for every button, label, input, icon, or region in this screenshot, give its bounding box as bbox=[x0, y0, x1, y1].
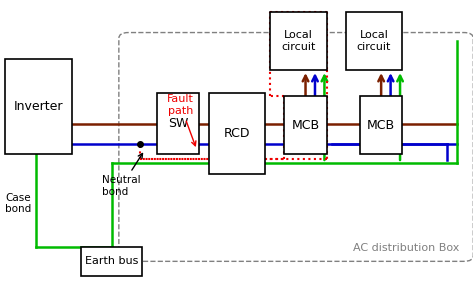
FancyBboxPatch shape bbox=[81, 247, 143, 276]
Text: MCB: MCB bbox=[292, 119, 319, 132]
FancyBboxPatch shape bbox=[270, 12, 327, 70]
Text: Inverter: Inverter bbox=[14, 100, 63, 113]
Text: Local
circuit: Local circuit bbox=[281, 31, 316, 52]
Text: Local
circuit: Local circuit bbox=[357, 31, 391, 52]
FancyBboxPatch shape bbox=[346, 12, 402, 70]
Text: Fault
path: Fault path bbox=[167, 94, 196, 146]
Text: SW: SW bbox=[168, 117, 188, 130]
FancyBboxPatch shape bbox=[5, 58, 72, 154]
Text: Case
bond: Case bond bbox=[5, 193, 32, 214]
FancyBboxPatch shape bbox=[284, 96, 327, 154]
Text: Earth bus: Earth bus bbox=[85, 256, 138, 266]
FancyBboxPatch shape bbox=[360, 96, 402, 154]
Text: RCD: RCD bbox=[224, 127, 250, 141]
Text: Neutral
bond: Neutral bond bbox=[102, 153, 143, 197]
FancyBboxPatch shape bbox=[156, 93, 199, 154]
Text: AC distribution Box: AC distribution Box bbox=[353, 243, 459, 253]
FancyBboxPatch shape bbox=[209, 93, 265, 175]
Text: MCB: MCB bbox=[367, 119, 395, 132]
